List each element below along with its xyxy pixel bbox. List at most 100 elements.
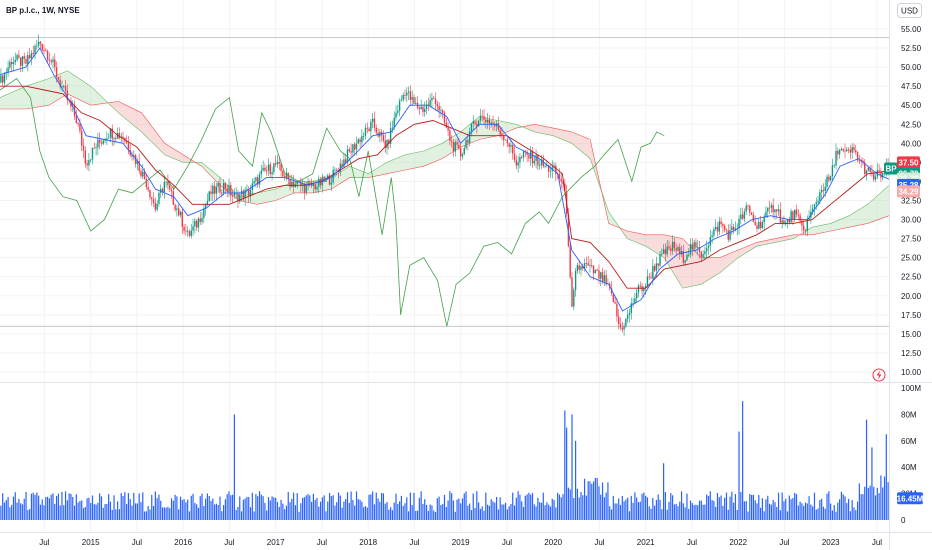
volume-bar: [142, 492, 144, 520]
volume-bar: [476, 491, 478, 520]
candle-body: [513, 153, 516, 161]
volume-bar: [54, 503, 56, 520]
currency-button[interactable]: USD: [897, 3, 922, 18]
volume-bar: [161, 507, 164, 520]
cloud-segment: [731, 251, 736, 264]
candle-body: [700, 252, 703, 258]
cloud-segment: [509, 122, 513, 131]
cloud-segment: [164, 142, 168, 156]
volume-bar: [524, 495, 526, 520]
cloud-segment: [157, 133, 161, 151]
candle-body: [140, 170, 142, 177]
candle-body: [127, 142, 130, 151]
cloud-segment: [256, 192, 260, 205]
candle-body: [269, 164, 271, 175]
candle-body: [190, 230, 192, 236]
candle-body: [429, 100, 431, 106]
candle-body: [264, 167, 266, 171]
volume-bar: [485, 492, 487, 520]
candle-body: [720, 221, 722, 225]
candle-body: [573, 290, 575, 307]
volume-bar: [224, 499, 226, 520]
candle-body: [538, 165, 541, 166]
volume-bar: [874, 495, 877, 520]
time-tick-label: Jul: [502, 538, 512, 547]
cloud-segment: [759, 241, 763, 246]
volume-bar: [390, 507, 392, 520]
candle-body: [454, 142, 456, 152]
cloud-segment: [3, 94, 7, 110]
volume-bar: [469, 503, 471, 520]
price-tick-label: 17.50: [901, 311, 922, 320]
cloud-segment: [41, 80, 45, 107]
volume-bar: [2, 493, 4, 520]
candle-body: [262, 167, 264, 171]
cloud-segment: [280, 185, 284, 199]
candle-body: [312, 184, 315, 186]
candle-body: [741, 214, 744, 219]
volume-bar: [404, 503, 406, 520]
volume-bar: [79, 500, 81, 520]
volume-bar: [346, 492, 349, 520]
volume-bar: [337, 492, 340, 520]
volume-bar: [355, 491, 358, 520]
volume-bar: [801, 503, 803, 520]
volume-bar: [230, 495, 232, 520]
candle-body: [585, 263, 588, 264]
volume-bar: [451, 493, 453, 520]
volume-bar: [526, 494, 528, 520]
volume-bar: [454, 511, 456, 520]
price-tick-label: 55.00: [901, 25, 922, 34]
volume-tag-value: 16.45M: [897, 494, 924, 503]
volume-bar: [59, 505, 61, 520]
candle-body: [488, 119, 491, 124]
candle-body: [714, 226, 717, 230]
volume-bar: [655, 500, 658, 520]
cloud-segment: [642, 234, 647, 247]
volume-bar: [88, 497, 90, 520]
candle-body: [64, 85, 67, 91]
candle-body: [366, 127, 368, 129]
cloud-segment: [17, 88, 21, 110]
candle-body: [650, 277, 652, 279]
volume-bar: [768, 503, 771, 520]
volume-bar: [285, 505, 288, 520]
volume-bar: [810, 504, 812, 520]
cloud-segment: [376, 166, 380, 176]
volume-bar: [93, 504, 95, 520]
volume-bar: [734, 494, 737, 520]
candle-body: [386, 139, 388, 149]
cloud-segment: [700, 257, 705, 285]
candle-body: [517, 162, 519, 166]
lightning-icon[interactable]: [872, 368, 886, 382]
candle-body: [176, 208, 178, 210]
candle-body: [84, 150, 87, 164]
cloud-segment: [694, 250, 698, 286]
price-tick-label: 52.50: [901, 44, 922, 53]
time-axis[interactable]: Jul 2015 Jul 2016 Jul 2017 Jul 2018 Jul 2019 Jul 20…: [39, 538, 882, 547]
candle-body: [519, 157, 521, 163]
cloud-segment: [772, 238, 777, 243]
candle-body: [815, 202, 817, 205]
volume-bar: [300, 503, 302, 520]
candle-body: [774, 209, 776, 213]
candle-body: [603, 275, 606, 282]
volume-bar: [278, 506, 280, 520]
candle-body: [48, 59, 51, 61]
price-axis[interactable]: 55.00 52.50 50.00 47.50 45.00 42.50 40.00 37.50…: [901, 25, 922, 377]
volume-bar: [120, 493, 122, 520]
volume-bar: [698, 500, 701, 520]
candle-body: [864, 162, 866, 174]
volume-bar: [57, 493, 59, 520]
volume-bar: [650, 508, 652, 520]
candle-body: [278, 162, 280, 164]
candle-body: [792, 211, 794, 220]
symbol-tag-label: BP: [885, 164, 897, 173]
volume-bar: [835, 511, 837, 520]
candle-body: [820, 190, 823, 193]
price-tick-label: 45.00: [901, 101, 922, 110]
candle-body: [576, 265, 579, 272]
volume-bar: [140, 502, 142, 520]
